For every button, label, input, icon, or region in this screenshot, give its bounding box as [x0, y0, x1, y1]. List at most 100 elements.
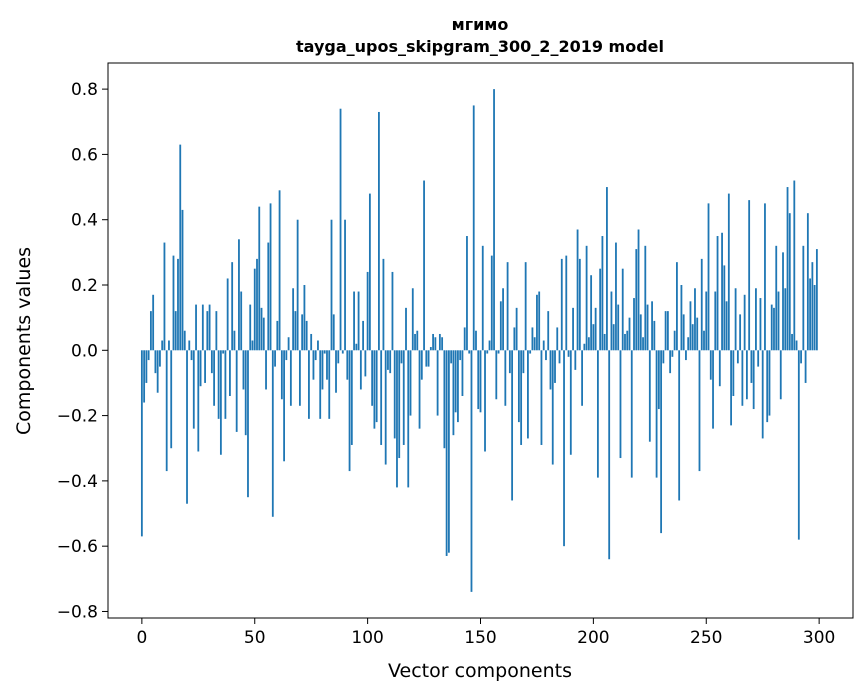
bar	[344, 219, 346, 351]
bar	[197, 350, 200, 452]
x-tick-label: 150	[464, 628, 496, 648]
bar	[289, 350, 292, 406]
bar	[375, 350, 378, 423]
bar	[755, 288, 757, 351]
bar	[459, 350, 462, 361]
bar	[536, 294, 538, 351]
bar	[398, 350, 401, 459]
bar	[235, 350, 238, 432]
bar	[204, 350, 206, 383]
bar	[186, 350, 188, 504]
bar	[224, 350, 227, 419]
x-tick-label: 100	[351, 628, 383, 648]
bar	[407, 350, 410, 488]
bar	[743, 294, 746, 351]
bar	[380, 350, 383, 445]
bar	[666, 311, 669, 351]
bar	[671, 350, 674, 357]
bar	[350, 350, 353, 445]
bar	[484, 350, 486, 452]
bar	[815, 249, 818, 351]
bar	[477, 350, 480, 410]
bar	[639, 314, 642, 351]
bar	[420, 350, 423, 380]
bar	[730, 350, 732, 426]
bar	[262, 317, 265, 351]
bar	[222, 350, 225, 354]
bar	[441, 337, 444, 351]
bar	[463, 327, 466, 351]
bar	[563, 350, 565, 547]
bar	[330, 219, 333, 351]
bar	[673, 330, 676, 351]
bar	[524, 262, 527, 351]
bar	[569, 350, 572, 455]
bar	[725, 301, 728, 351]
bar	[382, 258, 385, 351]
bar	[764, 203, 766, 351]
bar	[450, 350, 453, 364]
bar	[271, 350, 274, 517]
bar	[680, 285, 683, 351]
bar	[809, 278, 812, 351]
bar	[533, 337, 536, 351]
bar	[391, 271, 394, 351]
bar	[371, 350, 374, 406]
bar	[384, 350, 387, 465]
chart-title-line-1: мгимо	[452, 15, 509, 34]
bar	[298, 350, 301, 406]
bar	[716, 236, 719, 351]
bar	[517, 350, 520, 423]
y-tick-label: 0.2	[71, 276, 98, 296]
bar	[355, 343, 358, 351]
bar	[332, 314, 335, 351]
bar	[718, 350, 721, 387]
bar	[502, 288, 504, 351]
bar	[400, 350, 403, 364]
bar	[619, 350, 622, 459]
bar	[513, 327, 516, 351]
bar	[714, 291, 717, 351]
bar	[170, 350, 173, 449]
bar	[364, 350, 367, 377]
bar	[438, 333, 441, 351]
bar	[660, 350, 663, 534]
bar	[337, 350, 340, 364]
bar	[655, 350, 658, 478]
bar	[709, 350, 712, 380]
bar	[195, 304, 197, 351]
bar	[540, 350, 543, 445]
bar	[140, 350, 143, 537]
bar	[732, 350, 735, 396]
bar	[633, 298, 635, 351]
bar	[750, 350, 753, 383]
bar	[156, 350, 159, 393]
bar	[231, 262, 234, 351]
bar	[423, 180, 425, 351]
x-axis-ticks: 0 50 100 150 200 250 300	[136, 618, 835, 648]
bar	[294, 311, 297, 351]
x-tick-label: 200	[577, 628, 609, 648]
bar	[387, 350, 389, 370]
bar	[274, 350, 276, 367]
bar	[177, 258, 179, 351]
bar	[479, 350, 482, 413]
bar	[402, 350, 405, 445]
bar	[432, 333, 434, 351]
bar	[761, 350, 764, 439]
bar	[581, 350, 583, 406]
bar	[161, 340, 164, 351]
bar	[183, 330, 186, 351]
bar	[168, 340, 170, 351]
bar	[741, 350, 744, 406]
bar	[493, 89, 495, 351]
bar	[578, 258, 581, 351]
bar	[267, 242, 270, 351]
bar	[678, 350, 681, 501]
bar	[425, 350, 428, 367]
bar	[682, 314, 685, 351]
bar	[766, 350, 769, 423]
bar	[592, 324, 595, 351]
bar	[759, 298, 762, 351]
